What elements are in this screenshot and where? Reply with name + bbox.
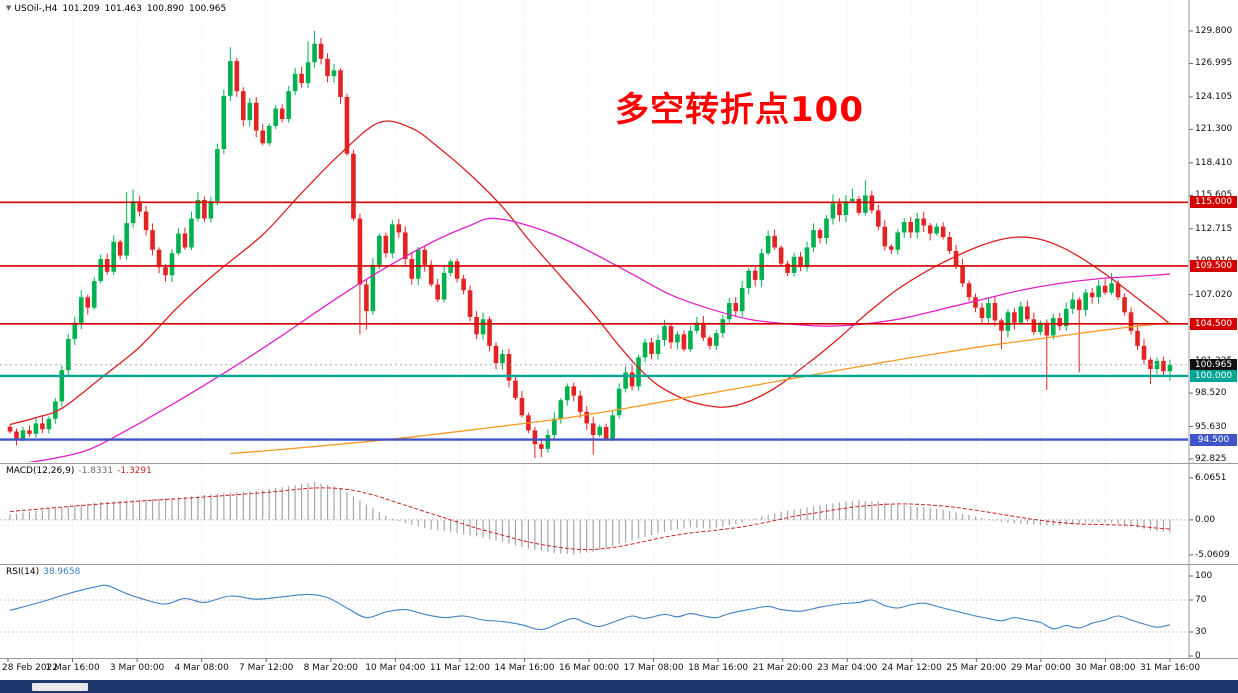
rsi-name: RSI(14): [6, 567, 40, 577]
rsi-axis-label: 70: [1195, 595, 1207, 605]
macd-signal-line: [9, 487, 1170, 551]
rsi-value: 38.9658: [43, 567, 81, 577]
time-axis: 28 Feb 2022 1 Mar 16:00 3 Mar 00:00 4 Mar 0…: [0, 662, 1238, 677]
time-label: 1 Mar 16:00: [45, 663, 100, 673]
rsi-axis-label: 30: [1195, 627, 1207, 637]
price-badge-104.500: 104.500: [1190, 317, 1237, 330]
time-label: 28 Feb 2022: [2, 663, 59, 673]
price-axis-label: 124.105: [1195, 91, 1233, 102]
macd-axis-label: 0.00: [1195, 514, 1216, 525]
time-label: 7 Mar 12:00: [239, 663, 294, 673]
chart-title: ▼ USOil-,H4 101.209 101.463 100.890 100.965: [6, 4, 231, 14]
price-axis-label: 112.715: [1195, 223, 1233, 234]
time-label: 10 Mar 04:00: [365, 663, 426, 673]
rsi-axis-label: 0: [1195, 651, 1201, 661]
grid-lines: [7, 0, 1171, 659]
macd-main-value: -1.8331: [78, 466, 114, 476]
ma-fast-red: [9, 120, 1171, 426]
symbol-timeframe: USOil-,H4: [14, 4, 58, 14]
price-badge-109.500: 109.500: [1190, 259, 1237, 272]
ohlc-high: 101.463: [104, 4, 142, 14]
time-label: 14 Mar 16:00: [494, 663, 555, 673]
macd-signal-value: -1.3291: [117, 466, 152, 476]
price-badge-100.000: 100.000: [1190, 369, 1237, 382]
candles: [7, 31, 1173, 459]
ohlc-low: 100.890: [146, 4, 185, 14]
price-axis-label: 92.825: [1195, 454, 1227, 464]
rsi-axis-label: 100: [1195, 571, 1213, 581]
macd-axis-label: -5.0609: [1195, 549, 1230, 560]
time-label: 8 Mar 20:00: [303, 663, 358, 673]
price-axis-label: 95.630: [1195, 421, 1227, 432]
rsi-indicator-label: RSI(14) 38.9658: [6, 567, 80, 577]
price-badge-115.000: 115.000: [1190, 196, 1237, 209]
time-label: 17 Mar 08:00: [623, 663, 684, 673]
rsi-line: [9, 584, 1171, 631]
macd-axis-label: 6.0651: [1195, 472, 1227, 483]
ma-trend-orange: [230, 322, 1170, 455]
time-label: 18 Mar 16:00: [688, 663, 749, 673]
price-axis-label: 129.800: [1195, 26, 1233, 36]
annotation-text: 多空转折点100: [615, 90, 864, 130]
ma-slow-magenta: [27, 217, 1170, 462]
time-label: 25 Mar 20:00: [946, 663, 1007, 673]
bottom-status-bar: [0, 680, 1238, 693]
time-label: 31 Mar 16:00: [1139, 663, 1201, 673]
time-label: 29 Mar 00:00: [1010, 663, 1071, 673]
macd-name: MACD(12,26,9): [6, 466, 75, 476]
time-label: 11 Mar 12:00: [429, 663, 490, 673]
price-axis-label: 118.410: [1195, 157, 1233, 168]
macd-indicator-label: MACD(12,26,9) -1.8331 -1.3291: [6, 466, 152, 476]
price-axis-label: 115.605: [1195, 190, 1233, 201]
time-label: 3 Mar 00:00: [109, 663, 165, 673]
time-label: 23 Mar 04:00: [817, 663, 878, 673]
macd-histogram: [9, 481, 1171, 555]
price-badge-94.500: 94.500: [1190, 433, 1237, 446]
symbol-dropdown-icon[interactable]: ▼: [6, 4, 12, 12]
price-axis-label: 107.020: [1195, 289, 1233, 300]
time-label: 16 Mar 00:00: [558, 663, 620, 673]
status-box[interactable]: [32, 683, 88, 691]
price-axis-label: 126.995: [1195, 58, 1233, 69]
time-label: 4 Mar 08:00: [174, 663, 229, 673]
ohlc-open: 101.209: [62, 4, 100, 14]
time-label: 24 Mar 12:00: [881, 663, 942, 673]
price-badge-100.965: 100.965: [1190, 358, 1237, 371]
ohlc-close: 100.965: [189, 4, 227, 14]
moving-averages: [9, 120, 1171, 462]
price-axis: 129.800 126.995 124.105 121.300 118.410 115.6…: [1190, 0, 1238, 680]
time-label: 30 Mar 08:00: [1075, 663, 1136, 673]
price-axis-label: 121.300: [1195, 124, 1233, 135]
horizontal-level-lines[interactable]: [0, 201, 1188, 441]
time-label: 21 Mar 20:00: [752, 663, 813, 673]
price-axis-label: 98.520: [1195, 388, 1227, 399]
